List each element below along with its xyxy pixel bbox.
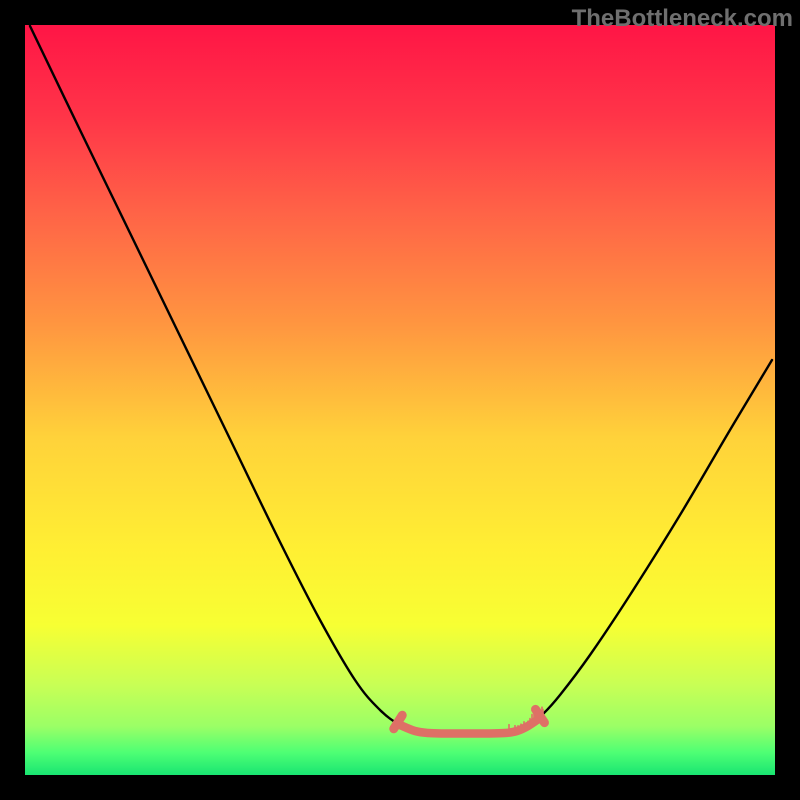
outer-frame: TheBottleneck.com — [0, 0, 800, 800]
chart-svg — [0, 0, 800, 800]
watermark-text: TheBottleneck.com — [572, 5, 793, 33]
gradient-background — [25, 25, 775, 775]
